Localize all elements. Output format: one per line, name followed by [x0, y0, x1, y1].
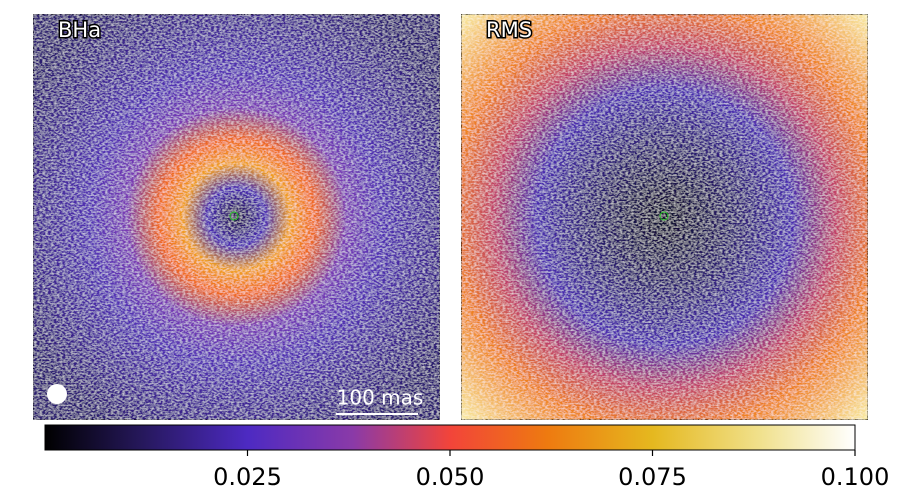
colorbar [44, 424, 856, 451]
panel-right: RMS [460, 13, 869, 421]
panel-label: RMS [486, 18, 532, 42]
colorbar-tick-label: 0.100 [821, 463, 890, 491]
star-marker [659, 211, 669, 221]
star-marker [229, 211, 239, 221]
colorbar-tick-label: 0.025 [213, 463, 282, 491]
scalebar-label: 100 mas [337, 386, 424, 410]
colorbar-tick-label: 0.050 [416, 463, 485, 491]
panel-label: BHa [58, 18, 101, 42]
panel-left: 100 mas BHa [32, 13, 441, 421]
image [460, 13, 869, 421]
image [32, 13, 441, 421]
colorbar-tick-label: 0.075 [618, 463, 687, 491]
beam [47, 384, 67, 404]
